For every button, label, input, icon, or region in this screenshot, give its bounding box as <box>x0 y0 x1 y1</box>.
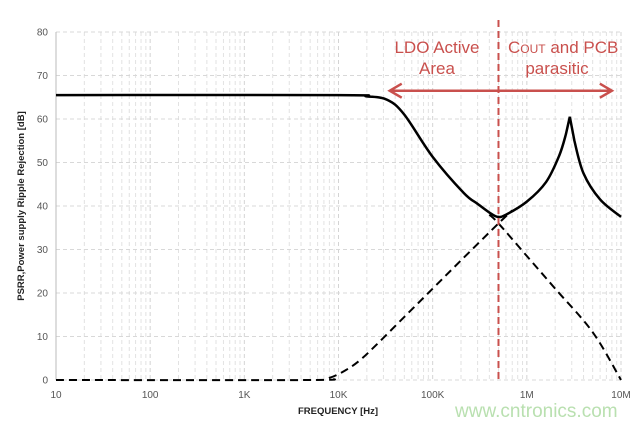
y-tick-label: 20 <box>37 289 49 300</box>
arrow-head-right <box>599 82 615 99</box>
annotations: LDO Active Area COUT and PCB parasitic <box>387 20 618 380</box>
ldo-active-label-line2: Area <box>419 59 455 78</box>
y-tick-label: 60 <box>37 115 49 126</box>
series-line-2 <box>55 209 513 382</box>
watermark: www.cntronics.com <box>454 401 618 422</box>
series-group <box>55 93 622 382</box>
cout-label-line1: COUT and PCB <box>508 38 618 57</box>
x-tick-label: 10 <box>50 390 62 401</box>
cout-subscript: OUT <box>520 42 546 56</box>
ldo-active-label-line1: LDO Active <box>394 38 479 57</box>
y-tick-label: 80 <box>37 28 49 39</box>
x-tick-label: 10K <box>330 390 348 401</box>
x-tick-label: 1M <box>520 390 534 401</box>
y-tick-label: 10 <box>37 332 49 343</box>
x-axis-label: FREQUENCY [Hz] <box>298 406 378 417</box>
cout-c: C <box>508 38 520 57</box>
x-tick-label: 1K <box>238 390 251 401</box>
series-line-1 <box>55 93 622 219</box>
y-tick-label: 70 <box>37 71 49 82</box>
y-axis-label: PSRR,Power supply Ripple Rejection [dB] <box>16 111 27 301</box>
arrow-head-left <box>387 82 403 99</box>
x-tick-label: 10M <box>611 390 630 401</box>
y-tick-label: 0 <box>42 376 48 387</box>
y-tick-label: 30 <box>37 245 49 256</box>
x-tick-label: 100 <box>142 390 159 401</box>
y-tick-label: 50 <box>37 158 49 169</box>
y-tick-labels: 0 10 20 30 40 50 60 70 80 <box>37 28 49 387</box>
y-tick-label: 40 <box>37 202 49 213</box>
x-tick-labels: 10 100 1K 10K 100K 1M 10M <box>50 390 630 401</box>
series-line-3 <box>488 213 622 381</box>
cout-label-line2: parasitic <box>525 59 589 78</box>
grid <box>55 31 622 381</box>
x-tick-label: 100K <box>421 390 445 401</box>
cout-rest: and PCB <box>546 38 619 57</box>
